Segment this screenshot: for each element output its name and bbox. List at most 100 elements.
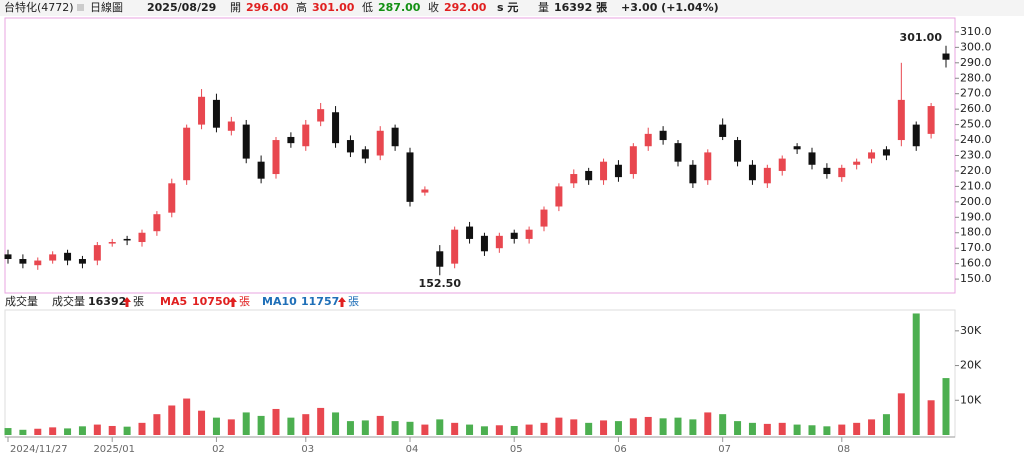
volume-bar	[376, 415, 384, 435]
volume-bar	[272, 408, 280, 435]
candle-body	[510, 232, 518, 239]
candle-body	[257, 161, 265, 179]
volume-bar	[555, 417, 563, 435]
candle-body	[19, 259, 27, 264]
volume-bar	[168, 405, 176, 435]
volume-bar	[600, 420, 608, 435]
x-tick-label: 05	[510, 444, 523, 455]
volume-bar	[629, 418, 637, 435]
candle-body	[823, 167, 831, 175]
volume-bar	[570, 419, 578, 435]
volume-bar	[198, 410, 206, 435]
candle-body	[525, 229, 533, 239]
volume-bar	[34, 428, 42, 435]
candle-body	[808, 152, 816, 165]
candle-body	[793, 146, 801, 150]
volume-bar	[540, 422, 548, 435]
period-icon	[77, 4, 84, 11]
candle-body	[480, 235, 488, 252]
volume-bar	[614, 421, 622, 435]
up-arrow	[338, 297, 346, 307]
legend-unit: 張	[133, 295, 144, 308]
volume-bar	[808, 425, 816, 435]
open-label: 開	[230, 1, 241, 14]
x-tick-label: 2024/11/27	[10, 444, 68, 455]
ma10-name: MA10	[262, 295, 297, 308]
volume-bar	[78, 426, 86, 435]
candle-body	[376, 130, 384, 156]
candle-body	[719, 124, 727, 137]
candle-body	[838, 167, 846, 178]
volume-bar	[674, 417, 682, 435]
x-tick-label: 06	[614, 444, 627, 455]
ma10-value: 11757	[301, 295, 339, 308]
candle-body	[391, 127, 399, 147]
candle-body	[704, 152, 712, 181]
volume-bar	[108, 425, 116, 435]
legend-value: 16392	[88, 295, 126, 308]
y-tick-label: 300.0	[960, 40, 992, 53]
candle-body	[585, 170, 593, 181]
high-value: 301.00	[312, 1, 355, 14]
volume-bar	[585, 422, 593, 435]
volume-legend: 成交量 成交量 16392 張 MA5 10750 張 MA10 11757 張	[5, 294, 359, 308]
x-tick-label: 2025/01	[93, 444, 135, 455]
volume-bar	[838, 424, 846, 435]
candle-body	[763, 167, 771, 184]
y-tick-label: 190.0	[960, 210, 992, 223]
up-arrow	[123, 297, 131, 307]
y-tick-label: 310.0	[960, 25, 992, 38]
volume-bar	[257, 415, 265, 435]
date: 2025/08/29	[147, 1, 216, 14]
candle-body	[93, 245, 101, 261]
volume-bar	[64, 428, 72, 435]
candle-body	[183, 127, 191, 181]
volume-bar	[451, 422, 459, 435]
volume-bar	[525, 424, 533, 435]
x-tick-label: 02	[212, 444, 225, 455]
candle-body	[198, 96, 206, 125]
low-value: 287.00	[378, 1, 421, 14]
ma5-name: MA5	[160, 295, 187, 308]
candle-body	[242, 124, 250, 159]
volume-bar	[510, 425, 518, 435]
volume-bar	[480, 426, 488, 435]
volume-bar	[19, 429, 27, 435]
volume-value: 16392 張	[554, 1, 608, 14]
candle-body	[912, 124, 920, 147]
candle-body	[227, 121, 235, 131]
close-value: 292.00	[444, 1, 487, 14]
y-tick-label: 160.0	[960, 257, 992, 270]
volume-bar	[778, 422, 786, 435]
y-tick-label: 180.0	[960, 226, 992, 239]
volume-bar	[406, 421, 414, 435]
volume-bar	[734, 421, 742, 435]
y-tick-label: 250.0	[960, 118, 992, 131]
candle-body	[4, 254, 12, 260]
candle-body	[361, 149, 369, 159]
panel-label: 成交量	[5, 294, 38, 308]
volume-bar	[942, 378, 950, 435]
volume-bar	[212, 417, 220, 435]
candle-body	[748, 164, 756, 181]
volume-bar	[659, 418, 667, 435]
x-tick-label: 07	[718, 444, 731, 455]
candle-body	[436, 251, 444, 267]
stock-name: 台特化(4772)	[4, 0, 74, 14]
y-tick-label: 230.0	[960, 149, 992, 162]
candle-body	[570, 174, 578, 184]
volume-panel	[4, 309, 956, 438]
volume-bar	[793, 424, 801, 435]
volume-bar	[748, 422, 756, 435]
ma5-unit: 張	[239, 295, 250, 308]
x-tick-label: 03	[301, 444, 314, 455]
unit: s 元	[497, 1, 518, 14]
volume-bar	[495, 425, 503, 435]
candle-body	[153, 214, 161, 232]
candle-body	[644, 133, 652, 147]
volume-bar	[361, 420, 369, 435]
volume-bar	[346, 421, 354, 435]
candle-body	[853, 161, 861, 165]
y-tick-label: 200.0	[960, 195, 992, 208]
period: 日線圖	[90, 0, 123, 14]
